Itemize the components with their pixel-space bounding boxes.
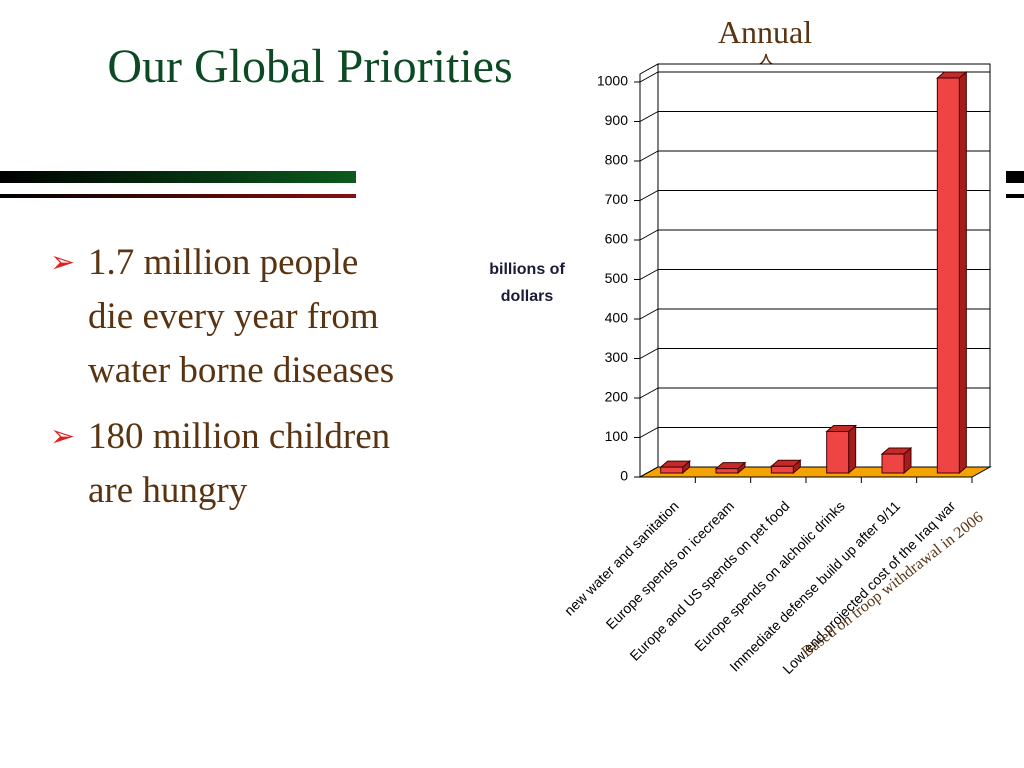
grid-line — [639, 308, 659, 320]
bullet: 180 million children are hungry — [50, 410, 400, 518]
decor-line — [1006, 194, 1024, 198]
y-tick-label: 600 — [605, 231, 629, 247]
decor-bar — [0, 171, 356, 183]
grid-line — [639, 150, 659, 162]
annotation: Annual — [718, 14, 812, 50]
bar — [660, 466, 684, 474]
y-tick-label: 0 — [620, 468, 628, 484]
decor-bar — [1006, 171, 1024, 183]
bar-side — [958, 70, 967, 475]
y-tick-label: 500 — [605, 270, 629, 286]
bar-side — [848, 424, 857, 475]
y-tick-label: 700 — [605, 191, 629, 207]
grid-line — [639, 466, 659, 478]
y-axis-label: billions of dollars — [489, 261, 565, 305]
bar — [826, 431, 850, 474]
y-tick-label: 900 — [605, 112, 629, 128]
grid-line — [639, 427, 659, 438]
bar — [881, 453, 905, 474]
y-tick-label: 300 — [605, 349, 629, 365]
grid-line — [639, 348, 659, 359]
slide-title: Our Global Priorities — [107, 40, 512, 93]
y-tick-label: 400 — [605, 310, 629, 326]
chart: 0 100 200 300 400 500 600 700 800 900 1000 new wate… — [561, 63, 992, 677]
grid-line — [639, 111, 659, 122]
grid-line — [639, 387, 659, 399]
y-tick-label: 1000 — [597, 73, 628, 89]
y-tick-label: 100 — [605, 428, 629, 444]
y-tick-label: 200 — [605, 389, 629, 405]
grid-line — [639, 190, 659, 201]
decor-line — [0, 194, 356, 198]
bar — [770, 465, 794, 474]
bar — [715, 468, 739, 474]
y-tick-label: 800 — [605, 152, 629, 168]
grid-line — [639, 71, 659, 83]
bullet-list: 1.7 million people die every year from w… — [50, 236, 400, 530]
bar — [936, 77, 960, 474]
grid-line — [639, 229, 659, 241]
x-tick-label: new water and sanitation — [561, 498, 682, 619]
grid-line — [639, 269, 659, 280]
bullet: 1.7 million people die every year from w… — [50, 236, 400, 398]
